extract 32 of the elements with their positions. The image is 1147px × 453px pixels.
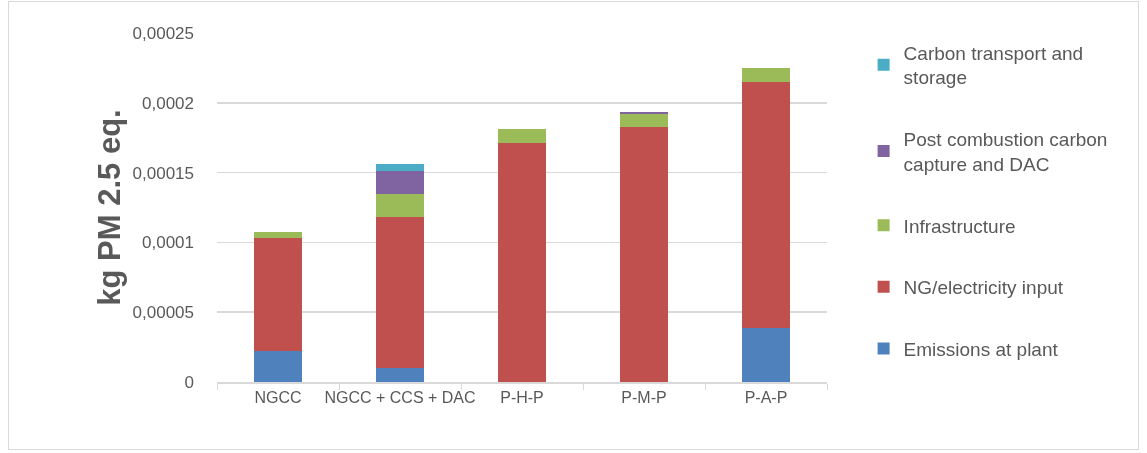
- x-tick-label: P-H-P: [500, 388, 544, 406]
- bar: [375, 170, 425, 194]
- bar: [741, 68, 791, 82]
- bar: [497, 128, 547, 144]
- bar: [253, 232, 303, 239]
- y-tick-label: 0,0001: [142, 233, 194, 253]
- y-tick-label: 0,00025: [132, 23, 194, 43]
- x-tick-label: P-A-P: [744, 388, 788, 406]
- bar: [375, 368, 425, 382]
- bar: [253, 238, 303, 352]
- bar: [497, 143, 547, 382]
- y-tick-label: 0,00005: [132, 303, 194, 323]
- bar: [741, 81, 791, 328]
- bar: [375, 193, 425, 218]
- y-tick-label: 0: [184, 372, 194, 392]
- x-tick-label: P-M-P: [621, 388, 667, 406]
- legend-label: Infrastructure: [903, 215, 1016, 237]
- y-tick-label: 0,00015: [132, 163, 194, 183]
- x-tick-label: NGCC: [254, 388, 302, 406]
- x-tick-label: NGCC + CCS + DAC: [324, 388, 476, 406]
- legend-label: Post combustion carbon capture and DAC: [903, 129, 1108, 175]
- bar: [619, 126, 669, 382]
- legend-label: Carbon transport and storage: [903, 42, 1084, 89]
- bar: [619, 113, 669, 127]
- y-axis-title: kg PM 2.5 eq.: [92, 109, 128, 306]
- bar: [253, 351, 303, 382]
- y-tick-label: 0,0002: [142, 93, 194, 113]
- bar: [375, 217, 425, 369]
- bar: [375, 163, 425, 171]
- bar: [741, 327, 791, 382]
- legend-label: NG/electricity input: [903, 277, 1064, 299]
- legend-label: Emissions at plant: [903, 338, 1059, 360]
